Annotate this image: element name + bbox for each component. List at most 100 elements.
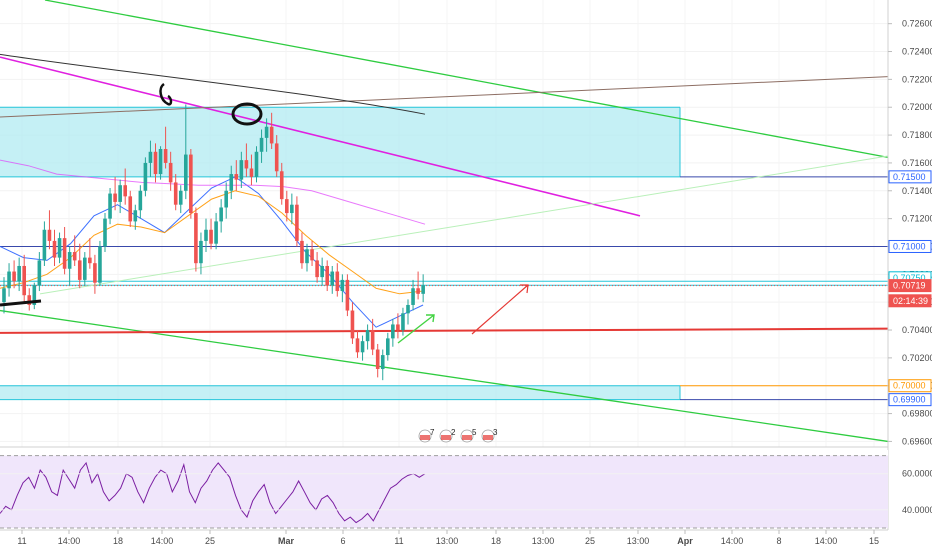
candle-body [300,240,304,264]
candle-body [310,249,314,261]
candle-body [77,260,82,280]
price-tick-label: 0.70400 [902,325,932,335]
candle-body [396,324,400,331]
candle-body [244,160,249,169]
candle-body [340,279,345,292]
annotation-loop-1 [159,82,173,106]
candle-body [113,193,117,202]
time-tick-label: 13:00 [532,536,555,546]
time-tick-label: 15 [869,536,879,546]
candle-body [32,285,37,305]
price-panel[interactable] [0,0,888,447]
candle-body [274,143,279,172]
faint-rising-line [39,155,889,295]
event-badges[interactable]: 7 2 5 3 [418,428,498,443]
time-tick-label: 14:00 [151,536,174,546]
price-tag-label: 02:14:39 [893,296,928,306]
candle-body [214,221,218,244]
oscillator-axis[interactable]: 60.0000 40.0000 [902,469,932,515]
time-tick-label: 18 [491,536,501,546]
candle-body [305,249,309,264]
candle-body [295,204,299,241]
candle-body [189,154,193,214]
candle-body [42,229,47,261]
candle-body [148,151,153,163]
candle-body [199,240,203,264]
candle-body [138,190,143,211]
candle-body [52,240,57,258]
candle-body [360,341,365,353]
candle-body [380,355,385,370]
candle-body [22,265,26,296]
candle-body [184,154,188,191]
candle-body [259,137,264,152]
candle-body [416,288,420,294]
candle-body [88,257,92,264]
candle-body [67,252,72,269]
event-badge-flag [483,435,493,440]
candle-body [239,160,244,180]
time-tick-label: 14:00 [815,536,838,546]
price-tick-label: 0.72400 [902,47,932,57]
candle-body [355,338,360,353]
price-tick-label: 0.71200 [902,214,932,224]
candle-body [133,210,138,222]
annotation-ellipse-2 [231,102,263,126]
long-term-line [0,76,889,118]
price-tag [888,239,932,253]
price-tag [888,393,932,407]
annotation-marks [0,82,529,344]
price-tick-label: 0.72200 [902,74,932,84]
candle-body [370,330,375,350]
time-tick-label: 6 [340,536,345,546]
candle-body [173,182,178,205]
price-tag [888,279,932,293]
candle-body [406,304,410,314]
candle-body [411,288,415,305]
price-tick-label: 0.71600 [902,158,932,168]
oscillator-band [0,455,888,528]
candle-body [178,190,183,205]
candle-body [234,174,239,180]
price-tag-label: 0.70719 [893,281,926,291]
candle-body [27,295,32,305]
candle-body [315,260,319,278]
candle-body [47,229,52,241]
price-tag-label: 0.71000 [893,241,926,251]
candle-body [93,263,97,283]
candle-body [330,271,335,286]
candle-body [254,151,259,177]
candle-body [350,310,355,339]
time-tick-label: 8 [776,536,781,546]
event-badge-flag [420,435,430,440]
candle-body [37,260,42,286]
candle-body [128,196,133,222]
oscillator-tick-label: 40.0000 [902,505,932,515]
candle-body [108,193,112,219]
candle-body [209,229,213,244]
time-tick-label: Apr [677,536,693,546]
event-badge-count: 3 [493,428,498,437]
time-tick-label: Mar [278,536,295,546]
candle-body [118,185,122,202]
time-tick-label: 11 [17,536,26,546]
time-axis[interactable]: 11 14:00 18 14:00 25 Mar 6 11 13:00 18 13:00 25 13:0… [17,530,879,546]
candle-body [285,199,289,214]
candle-body [98,246,102,283]
candle-body [194,213,198,264]
event-badge-flag [441,435,451,440]
magenta-trendline [0,56,641,217]
candle-body [365,330,370,342]
price-tick-label: 0.71400 [902,186,932,196]
time-tick-label: 18 [113,536,123,546]
candle-body [62,238,67,269]
price-tag-label: 0.70000 [893,381,926,391]
price-tag-label: 0.69900 [893,395,926,405]
long-term-ma [0,53,426,115]
candle-body [12,271,16,282]
price-tag [888,294,932,308]
candle-body [103,218,107,247]
candle-body [57,238,62,258]
